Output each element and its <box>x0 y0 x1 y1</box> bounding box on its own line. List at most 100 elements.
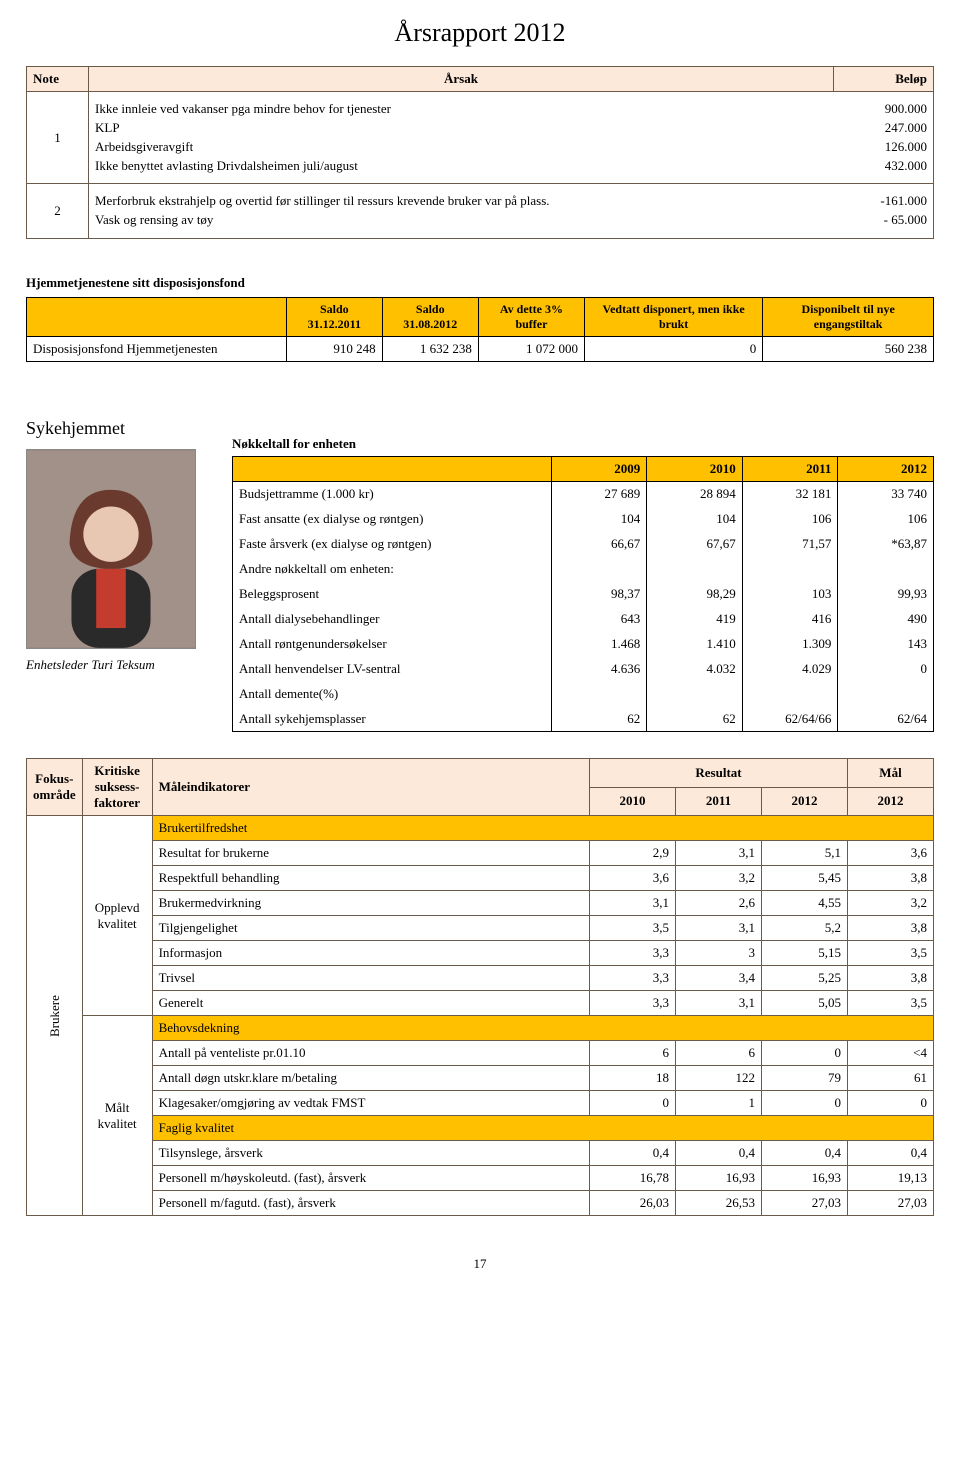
nk-value: 66,67 <box>551 532 647 557</box>
ksf-label: Målt kvalitet <box>82 1016 152 1216</box>
indicator-label: Generelt <box>152 991 589 1016</box>
nk-value: 28 894 <box>647 482 743 507</box>
belop-value: 900.000 <box>847 100 927 119</box>
nk-value: 643 <box>551 607 647 632</box>
disp-header: Saldo 31.08.2012 <box>382 298 478 337</box>
t1-head-note: Note <box>27 67 89 92</box>
indicator-value: 2,6 <box>676 891 762 916</box>
indicator-label: Brukermedvirkning <box>152 891 589 916</box>
nk-value <box>647 682 743 707</box>
nk-value: 98,37 <box>551 582 647 607</box>
fokus-omrade-label: Brukere <box>27 816 83 1216</box>
nk-blank-header <box>233 457 552 482</box>
nk-value <box>838 557 934 582</box>
nk-value <box>551 682 647 707</box>
nk-value: 32 181 <box>742 482 838 507</box>
disp-row-label: Disposisjonsfond Hjemmetjenesten <box>27 337 287 362</box>
t4-h-ksf: Kritiske suksess-faktorer <box>82 759 152 816</box>
nk-value: 1.309 <box>742 632 838 657</box>
nokkeltall-table: 2009201020112012 Budsjettramme (1.000 kr… <box>232 456 934 732</box>
nk-value: 62 <box>647 707 743 732</box>
indicator-label: Tilgjengelighet <box>152 916 589 941</box>
nk-value: 1.410 <box>647 632 743 657</box>
indicator-value: 0,4 <box>848 1141 934 1166</box>
indicator-value: 5,2 <box>762 916 848 941</box>
disp-value: 1 632 238 <box>382 337 478 362</box>
indicator-value: 19,13 <box>848 1166 934 1191</box>
ksf-label: Opplevd kvalitet <box>82 816 152 1016</box>
indicator-value: 0 <box>590 1091 676 1116</box>
indicator-value: 122 <box>676 1066 762 1091</box>
arsak-belop-cell: Merforbruk ekstrahjelp og overtid før st… <box>89 184 934 239</box>
arsak-label: Arbeidsgiveravgift <box>95 138 847 157</box>
nk-value: 419 <box>647 607 743 632</box>
indicator-value: 2,9 <box>590 841 676 866</box>
disp-header <box>27 298 287 337</box>
note-arsak-table: Note Årsak Beløp 1Ikke innleie ved vakan… <box>26 66 934 239</box>
indicator-value: 3,1 <box>676 991 762 1016</box>
indicator-value: 3,3 <box>590 941 676 966</box>
indicator-value: 5,05 <box>762 991 848 1016</box>
belop-value: 126.000 <box>847 138 927 157</box>
fokus-table: Fokus-område Kritiske suksess-faktorer M… <box>26 758 934 1216</box>
nk-value <box>551 557 647 582</box>
nk-row-label: Beleggsprosent <box>233 582 552 607</box>
unit-caption: Enhetsleder Turi Teksum <box>26 657 216 673</box>
t4-h-mal: Mål <box>848 759 934 788</box>
disp-title: Hjemmetjenestene sitt disposisjonsfond <box>26 275 934 291</box>
nk-row-label: Antall henvendelser LV-sentral <box>233 657 552 682</box>
indicator-value: 3,8 <box>848 866 934 891</box>
nk-value: *63,87 <box>838 532 934 557</box>
nk-row-label: Antall sykehjemsplasser <box>233 707 552 732</box>
indicator-value: 1 <box>676 1091 762 1116</box>
nk-year-header: 2009 <box>551 457 647 482</box>
nk-value: 4.636 <box>551 657 647 682</box>
t4-h-res: Resultat <box>590 759 848 788</box>
nk-value: 106 <box>742 507 838 532</box>
nk-value: 104 <box>647 507 743 532</box>
nk-value: 0 <box>838 657 934 682</box>
nk-value <box>647 557 743 582</box>
indicator-value: 3,8 <box>848 916 934 941</box>
nk-value: 99,93 <box>838 582 934 607</box>
indicator-value: 3,5 <box>848 941 934 966</box>
indicator-value: 3,1 <box>590 891 676 916</box>
nk-value: 143 <box>838 632 934 657</box>
nk-value: 106 <box>838 507 934 532</box>
disp-header: Disponibelt til nye engangstiltak <box>763 298 934 337</box>
arsak-label: KLP <box>95 119 847 138</box>
nk-value: 71,57 <box>742 532 838 557</box>
nk-row-label: Antall demente(%) <box>233 682 552 707</box>
nk-value: 104 <box>551 507 647 532</box>
nk-value: 62/64/66 <box>742 707 838 732</box>
indicator-value: 16,93 <box>676 1166 762 1191</box>
indicator-value: 79 <box>762 1066 848 1091</box>
indicator-value: 0,4 <box>676 1141 762 1166</box>
nk-title: Nøkkeltall for enheten <box>232 436 934 452</box>
nk-value: 416 <box>742 607 838 632</box>
nk-value: 27 689 <box>551 482 647 507</box>
disp-value: 910 248 <box>287 337 383 362</box>
indicator-value: 3,5 <box>590 916 676 941</box>
indicator-value: 4,55 <box>762 891 848 916</box>
nk-row-label: Antall røntgenundersøkelser <box>233 632 552 657</box>
disp-value: 0 <box>584 337 762 362</box>
nk-row-label: Fast ansatte (ex dialyse og røntgen) <box>233 507 552 532</box>
indicator-value: 3,5 <box>848 991 934 1016</box>
unit-name: Sykehjemmet <box>26 418 216 439</box>
indicator-value: 61 <box>848 1066 934 1091</box>
indicator-value: 0,4 <box>762 1141 848 1166</box>
nk-value: 33 740 <box>838 482 934 507</box>
indicator-label: Antall døgn utskr.klare m/betaling <box>152 1066 589 1091</box>
t4-h-2012m: 2012 <box>848 787 934 816</box>
indicator-value: 26,03 <box>590 1191 676 1216</box>
belop-value: - 65.000 <box>847 211 927 230</box>
t1-head-belop: Beløp <box>834 67 934 92</box>
indicator-value: 6 <box>590 1041 676 1066</box>
nk-value: 490 <box>838 607 934 632</box>
indicator-value: 26,53 <box>676 1191 762 1216</box>
indicator-value: 0 <box>762 1041 848 1066</box>
nk-year-header: 2011 <box>742 457 838 482</box>
nk-value: 98,29 <box>647 582 743 607</box>
indicator-label: Trivsel <box>152 966 589 991</box>
